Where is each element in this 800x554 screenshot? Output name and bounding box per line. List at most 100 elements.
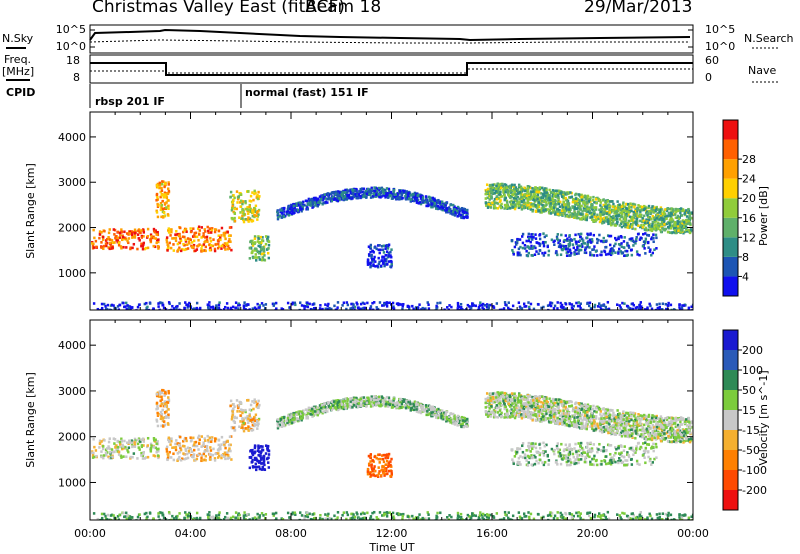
power-cell (355, 188, 358, 191)
power-cell (119, 245, 123, 248)
velocity-cell (155, 420, 159, 423)
power-cell (515, 243, 518, 246)
power-cell (136, 305, 140, 309)
velocity-cell (251, 400, 254, 403)
power-cell (685, 228, 688, 232)
velocity-cell (203, 450, 206, 453)
power-cell (167, 199, 170, 202)
power-cell (600, 239, 603, 243)
velocity-cell (255, 419, 259, 423)
power-cell (291, 302, 294, 306)
power-cell (458, 308, 462, 310)
power-cell (220, 226, 224, 230)
power-cell (125, 246, 128, 249)
power-cell (689, 228, 693, 231)
power-cell (141, 245, 145, 248)
power-cell (124, 305, 127, 308)
power-cell (532, 202, 536, 206)
power-cell (160, 203, 164, 207)
power-cell (663, 219, 666, 222)
velocity-cell (176, 452, 180, 455)
power-cell (311, 206, 314, 209)
power-cell (522, 302, 526, 306)
power-cell (497, 184, 501, 187)
power-cell (293, 207, 296, 211)
power-cell (496, 185, 499, 189)
power-cell (378, 244, 381, 247)
power-cell (182, 243, 185, 246)
power-cell (415, 201, 419, 204)
power-cell (409, 198, 413, 201)
power-cell (421, 197, 425, 201)
power-cell (513, 192, 516, 196)
power-cell (306, 206, 309, 209)
power-cell (128, 305, 132, 308)
velocity-cell (212, 447, 215, 451)
power-cell (574, 248, 577, 252)
power-cell (622, 217, 625, 221)
power-cell (680, 229, 683, 233)
velocity-cell (247, 429, 250, 432)
power-cell (401, 307, 404, 310)
velocity-cell (204, 454, 208, 458)
power-cell (118, 236, 121, 239)
power-cell (435, 307, 438, 310)
power-cell (486, 206, 490, 209)
power-cell (617, 252, 620, 255)
power-cell (307, 203, 310, 206)
power-cell (511, 248, 514, 252)
power-cell (143, 247, 146, 251)
velocity-cell (162, 420, 166, 423)
velocity-cell (100, 450, 103, 453)
velocity-cell (155, 442, 158, 446)
power-cell (306, 305, 310, 309)
power-cell (661, 308, 664, 310)
power-cell (662, 221, 666, 224)
velocity-cell (206, 434, 209, 438)
power-cell (140, 244, 143, 248)
power-cell (242, 220, 246, 224)
power-cell (162, 216, 165, 219)
power-cell (212, 238, 215, 241)
power-cell (562, 201, 566, 205)
velocity-cell (256, 427, 259, 430)
power-cell (513, 245, 517, 249)
power-cell (622, 246, 626, 249)
power-cell (584, 251, 588, 255)
power-cell (257, 213, 260, 216)
power-cell (518, 251, 521, 255)
power-cell (552, 208, 555, 212)
power-cell (529, 302, 533, 306)
power-cell (469, 306, 473, 310)
power-cell (549, 301, 552, 304)
power-cell (518, 184, 521, 188)
power-cell (421, 199, 424, 203)
velocity-cell (159, 410, 163, 414)
power-cell (581, 213, 585, 216)
velocity-cell (246, 415, 249, 418)
power-cell (568, 208, 571, 211)
power-cell (593, 215, 597, 218)
power-cell (622, 240, 626, 243)
power-cell (228, 226, 232, 229)
power-cell (117, 241, 121, 244)
power-cell (576, 207, 579, 210)
velocity-cell (239, 420, 242, 423)
velocity-cell (244, 408, 247, 412)
power-cell (593, 201, 596, 204)
power-cell (611, 249, 614, 253)
power-cell (617, 214, 621, 217)
power-cell (176, 242, 180, 246)
power-cell (203, 240, 206, 244)
velocity-cell (175, 439, 178, 442)
power-cell (588, 246, 591, 249)
power-cell (614, 207, 618, 210)
power-cell (521, 188, 524, 191)
power-cell (517, 204, 520, 208)
cpid-mode-1: rbsp 201 IF (95, 95, 165, 108)
velocity-cell (266, 444, 270, 448)
power-cell (112, 304, 115, 307)
power-cell (157, 305, 160, 308)
power-cell (122, 301, 125, 305)
power-cell (616, 212, 619, 215)
